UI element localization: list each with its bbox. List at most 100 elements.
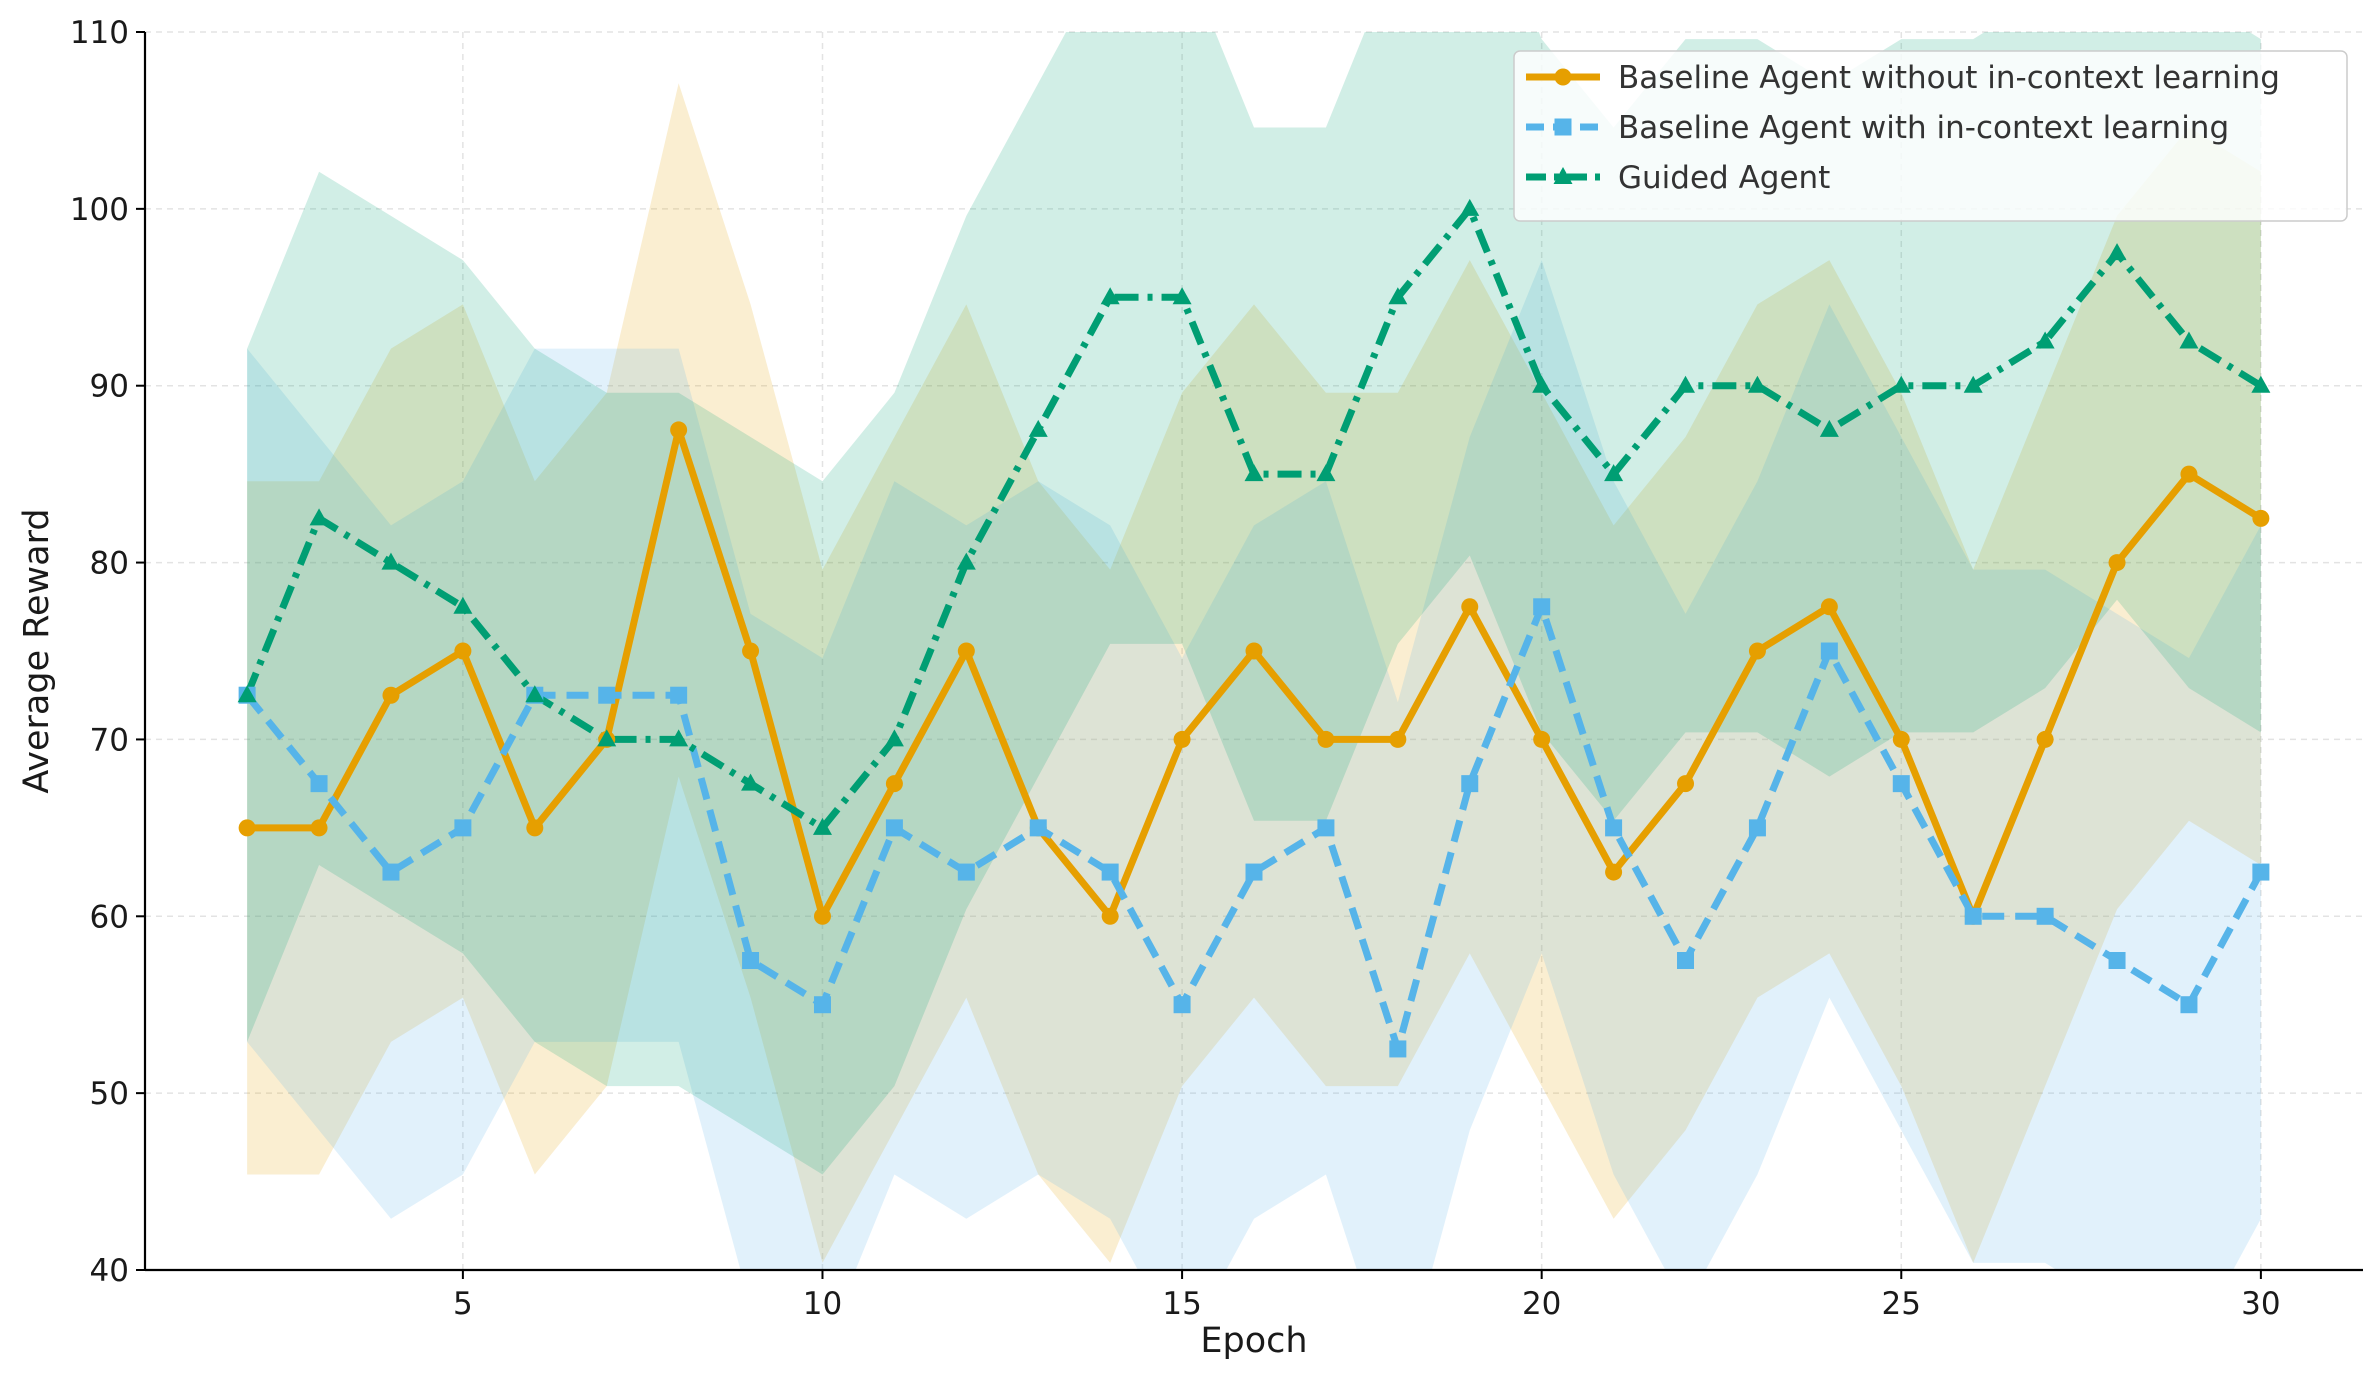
data-point-series-2 bbox=[382, 863, 400, 881]
y-tick-label: 40 bbox=[90, 1253, 129, 1289]
data-point-series-3 bbox=[1316, 464, 1336, 482]
data-point-series-3 bbox=[812, 817, 832, 835]
legend-swatch-marker bbox=[1553, 167, 1573, 184]
data-point-series-2 bbox=[1317, 819, 1335, 837]
y-tick-label: 110 bbox=[70, 15, 129, 51]
data-point-series-3 bbox=[2107, 243, 2127, 261]
data-point-series-3 bbox=[2251, 375, 2271, 393]
data-point-series-2 bbox=[454, 819, 472, 837]
data-point-series-3 bbox=[1747, 375, 1767, 393]
data-point-series-3 bbox=[1460, 198, 1480, 216]
data-point-series-1 bbox=[1533, 730, 1551, 748]
data-point-series-3 bbox=[2035, 331, 2055, 349]
data-point-series-3 bbox=[1172, 287, 1192, 305]
data-point-series-2 bbox=[310, 775, 328, 793]
data-point-series-2 bbox=[1101, 863, 1119, 881]
data-point-series-2 bbox=[1892, 775, 1910, 793]
y-tick-label: 70 bbox=[90, 722, 129, 758]
data-point-series-3 bbox=[1891, 375, 1911, 393]
y-tick-label: 100 bbox=[70, 192, 129, 228]
data-point-series-2 bbox=[742, 952, 760, 969]
data-point-series-3 bbox=[669, 729, 689, 747]
data-point-series-3 bbox=[1819, 419, 1839, 437]
data-point-series-2 bbox=[2108, 952, 2126, 969]
data-point-series-1 bbox=[1317, 730, 1335, 748]
confidence-band-series-2 bbox=[247, 260, 2261, 1270]
data-point-series-2 bbox=[2252, 863, 2270, 881]
y-tick-label: 60 bbox=[90, 899, 129, 935]
data-point-series-3 bbox=[1676, 375, 1696, 393]
data-point-series-1 bbox=[1389, 730, 1407, 748]
data-point-series-2 bbox=[2036, 907, 2054, 925]
data-point-series-3 bbox=[741, 773, 761, 791]
data-point-series-3 bbox=[1604, 464, 1624, 482]
data-point-series-3 bbox=[525, 685, 545, 703]
series-line-2 bbox=[244, 603, 2264, 1053]
data-point-series-1 bbox=[2252, 509, 2270, 527]
data-point-series-2 bbox=[1964, 907, 1982, 925]
legend-label: Baseline Agent without in-context learni… bbox=[1618, 60, 2280, 96]
data-point-series-1 bbox=[2036, 730, 2054, 748]
data-point-series-1 bbox=[742, 642, 760, 660]
data-point-series-2 bbox=[598, 686, 616, 704]
data-point-series-2 bbox=[1461, 775, 1479, 793]
data-point-series-3 bbox=[1100, 287, 1120, 305]
legend-swatch-marker bbox=[1554, 118, 1572, 136]
data-point-series-3 bbox=[2179, 331, 2199, 349]
legend-box bbox=[1513, 50, 2348, 222]
data-point-series-2 bbox=[813, 996, 831, 1014]
data-point-series-3 bbox=[1532, 375, 1552, 393]
data-point-series-3 bbox=[453, 596, 473, 614]
data-point-series-1 bbox=[1892, 730, 1910, 748]
data-point-series-3 bbox=[884, 729, 904, 747]
legend-label: Baseline Agent with in-context learning bbox=[1618, 110, 2229, 146]
data-point-series-1 bbox=[238, 819, 256, 837]
x-tick-label: 10 bbox=[803, 1286, 842, 1322]
data-point-series-1 bbox=[670, 421, 688, 439]
x-tick-label: 5 bbox=[453, 1286, 473, 1322]
data-point-series-1 bbox=[1245, 642, 1263, 660]
data-point-series-1 bbox=[885, 775, 903, 793]
series-markers bbox=[237, 198, 2271, 1058]
legend: Baseline Agent without in-context learni… bbox=[1513, 50, 2348, 222]
x-axis-title: Epoch bbox=[1200, 1321, 1307, 1361]
y-tick-label: 90 bbox=[90, 369, 129, 405]
data-point-series-2 bbox=[1677, 952, 1695, 969]
data-point-series-2 bbox=[670, 686, 688, 704]
data-point-series-1 bbox=[957, 642, 975, 660]
data-point-series-3 bbox=[381, 552, 401, 570]
data-point-series-1 bbox=[1748, 642, 1766, 660]
data-point-series-1 bbox=[526, 819, 544, 837]
data-point-series-1 bbox=[1173, 730, 1191, 748]
y-axis-title: Average Reward bbox=[17, 508, 57, 793]
data-point-series-1 bbox=[310, 819, 328, 837]
x-tick-label: 30 bbox=[2241, 1286, 2280, 1322]
data-point-series-3 bbox=[1388, 287, 1408, 305]
data-point-series-2 bbox=[885, 819, 903, 837]
data-point-series-3 bbox=[1963, 375, 1983, 393]
data-point-series-3 bbox=[956, 552, 976, 570]
data-point-series-2 bbox=[1820, 642, 1838, 660]
x-tick-label: 15 bbox=[1162, 1286, 1201, 1322]
data-point-series-3 bbox=[309, 508, 329, 526]
data-point-series-3 bbox=[237, 685, 257, 703]
x-tick-label: 20 bbox=[1522, 1286, 1561, 1322]
data-point-series-1 bbox=[1820, 598, 1838, 616]
data-point-series-2 bbox=[1605, 819, 1623, 837]
data-point-series-1 bbox=[1101, 907, 1119, 925]
data-point-series-1 bbox=[1605, 863, 1623, 881]
data-point-series-3 bbox=[1244, 464, 1264, 482]
data-point-series-1 bbox=[1677, 775, 1695, 793]
data-point-series-2 bbox=[957, 863, 975, 881]
y-tick-label: 50 bbox=[90, 1076, 129, 1112]
data-point-series-2 bbox=[1389, 1040, 1407, 1058]
data-point-series-2 bbox=[1029, 819, 1047, 837]
data-point-series-3 bbox=[597, 729, 617, 747]
data-point-series-1 bbox=[382, 686, 400, 704]
legend-label: Guided Agent bbox=[1618, 160, 1830, 196]
data-point-series-2 bbox=[1748, 819, 1766, 837]
data-point-series-3 bbox=[1028, 419, 1048, 437]
legend-swatch-marker bbox=[1554, 68, 1572, 86]
data-point-series-1 bbox=[2180, 465, 2198, 483]
